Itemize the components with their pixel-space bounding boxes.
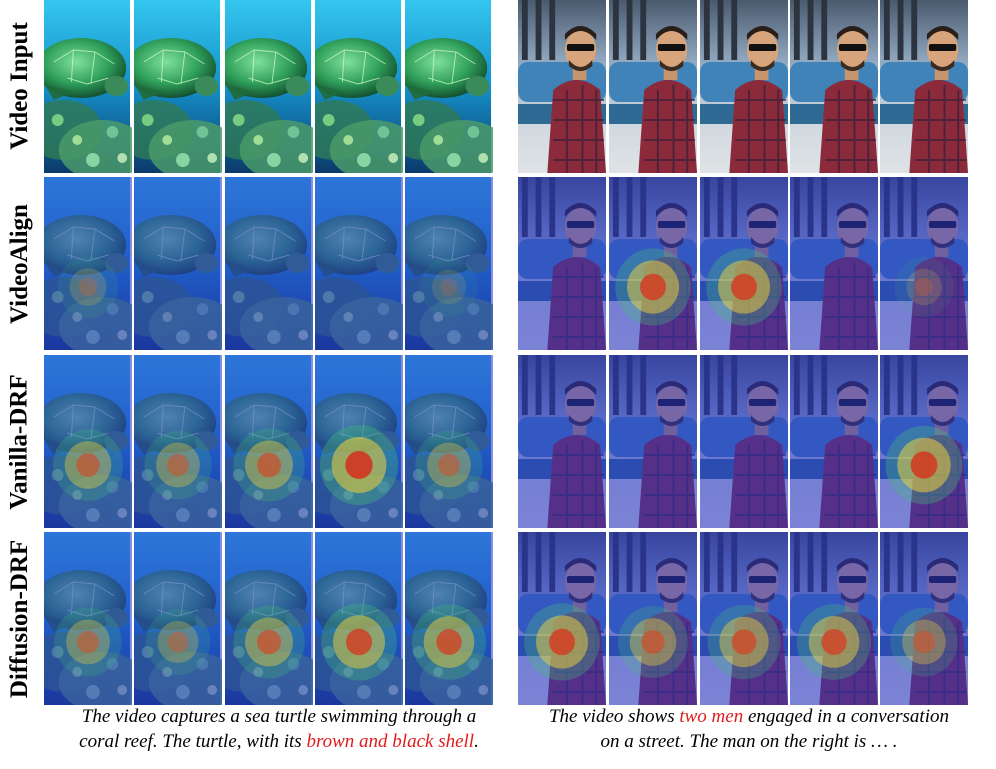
caption-turtle-line1: The video captures a sea turtle swimming… bbox=[81, 706, 477, 727]
frame-turtle-row0-2 bbox=[225, 0, 313, 173]
frame-men-row1-4 bbox=[880, 177, 968, 350]
frame-turtle-row3-1 bbox=[134, 532, 222, 705]
caption-turtle-highlight: brown and black shell bbox=[306, 731, 475, 752]
frame-men-row2-1 bbox=[609, 355, 697, 528]
frame-men-row2-3 bbox=[790, 355, 878, 528]
frame-men-row3-0 bbox=[518, 532, 606, 705]
caption-men-line2: on a street. The man on the right is … . bbox=[600, 731, 898, 752]
frame-turtle-row1-4 bbox=[405, 177, 493, 350]
caption-turtle: The video captures a sea turtle swimming… bbox=[44, 704, 514, 754]
frame-men-row3-1 bbox=[609, 532, 697, 705]
caption-men: The video shows two men engaged in a con… bbox=[516, 704, 982, 754]
frame-men-row1-2 bbox=[700, 177, 788, 350]
frame-men-row0-3 bbox=[790, 0, 878, 173]
frame-men-row0-0 bbox=[518, 0, 606, 173]
caption-turtle-line2: coral reef. The turtle, with its brown a… bbox=[79, 731, 479, 752]
frame-turtle-row2-4 bbox=[405, 355, 493, 528]
frame-men-row3-2 bbox=[700, 532, 788, 705]
frame-men-row1-1 bbox=[609, 177, 697, 350]
frame-men-row1-0 bbox=[518, 177, 606, 350]
frame-turtle-row2-1 bbox=[134, 355, 222, 528]
row-label-vanilla-drf: Vanilla-DRF bbox=[6, 373, 33, 510]
frame-turtle-row1-1 bbox=[134, 177, 222, 350]
frame-men-row2-0 bbox=[518, 355, 606, 528]
frame-men-row2-2 bbox=[700, 355, 788, 528]
frame-turtle-row0-3 bbox=[315, 0, 403, 173]
row-label-video-input: Video Input bbox=[6, 22, 33, 150]
frame-men-row2-4 bbox=[880, 355, 968, 528]
frame-turtle-row3-2 bbox=[225, 532, 313, 705]
frame-men-row0-1 bbox=[609, 0, 697, 173]
frame-men-row1-3 bbox=[790, 177, 878, 350]
frame-turtle-row1-0 bbox=[44, 177, 132, 350]
frame-men-row3-3 bbox=[790, 532, 878, 705]
frame-turtle-row3-0 bbox=[44, 532, 132, 705]
frame-men-row3-4 bbox=[880, 532, 968, 705]
frame-turtle-row3-3 bbox=[315, 532, 403, 705]
frame-turtle-row0-4 bbox=[405, 0, 493, 173]
frame-turtle-row1-2 bbox=[225, 177, 313, 350]
frame-turtle-row0-0 bbox=[44, 0, 132, 173]
frame-turtle-row2-2 bbox=[225, 355, 313, 528]
frame-turtle-row1-3 bbox=[315, 177, 403, 350]
row-label-videoalign: VideoAlign bbox=[6, 203, 34, 324]
row-label-diffusion-drf: Diffusion-DRF bbox=[6, 539, 33, 698]
caption-men-highlight: two men bbox=[679, 706, 744, 727]
frame-turtle-row2-3 bbox=[315, 355, 403, 528]
frame-turtle-row3-4 bbox=[405, 532, 493, 705]
frame-men-row0-4 bbox=[880, 0, 968, 173]
frame-men-row0-2 bbox=[700, 0, 788, 173]
frame-turtle-row0-1 bbox=[134, 0, 222, 173]
frame-turtle-row2-0 bbox=[44, 355, 132, 528]
caption-men-line1: The video shows two men engaged in a con… bbox=[548, 706, 949, 727]
